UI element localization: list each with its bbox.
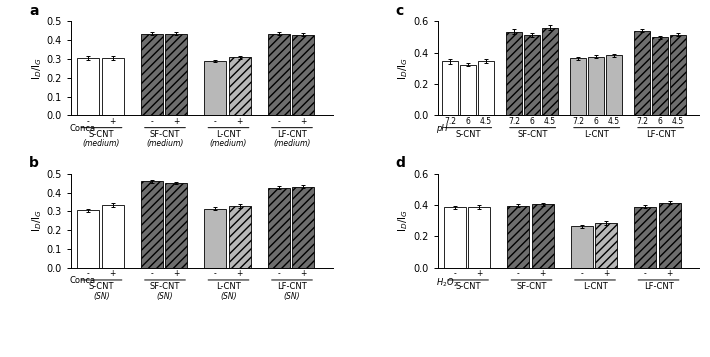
Text: LF-CNT: LF-CNT [646, 130, 676, 139]
Bar [292, 187, 314, 268]
Text: L-CNT: L-CNT [583, 282, 608, 291]
Text: L-CNT: L-CNT [216, 130, 241, 139]
Text: pH: pH [437, 124, 448, 133]
Y-axis label: I$_D$/I$_G$: I$_D$/I$_G$ [30, 209, 44, 232]
Bar [606, 55, 622, 115]
Text: SF-CNT: SF-CNT [150, 282, 180, 291]
Y-axis label: I$_D$/I$_G$: I$_D$/I$_G$ [397, 209, 410, 232]
Text: SF-CNT: SF-CNT [516, 282, 547, 291]
Bar [165, 34, 187, 115]
Text: Conca: Conca [70, 276, 96, 285]
Text: (medium): (medium) [273, 140, 311, 149]
Text: H$_2$O$_2$: H$_2$O$_2$ [436, 276, 458, 289]
Text: (medium): (medium) [83, 140, 120, 149]
Text: (SN): (SN) [284, 292, 300, 301]
Text: a: a [29, 4, 38, 17]
Text: SF-CNT: SF-CNT [150, 130, 180, 139]
Bar [77, 210, 99, 268]
Bar [570, 58, 586, 115]
Bar [571, 226, 593, 268]
Bar [204, 208, 226, 268]
Bar [292, 35, 314, 115]
Text: S-CNT: S-CNT [89, 282, 114, 291]
Bar [442, 61, 458, 115]
Text: (SN): (SN) [220, 292, 237, 301]
Bar [478, 61, 493, 115]
Bar [542, 28, 557, 115]
Bar [102, 58, 124, 115]
Bar [204, 61, 226, 115]
Text: (medium): (medium) [210, 140, 247, 149]
Bar [588, 57, 604, 115]
Bar [102, 205, 124, 268]
Bar [506, 32, 522, 115]
Bar [165, 183, 187, 268]
Bar [468, 207, 490, 268]
Text: (SN): (SN) [93, 292, 110, 301]
Text: b: b [29, 156, 39, 170]
Bar [444, 207, 466, 268]
Bar [141, 181, 163, 268]
Text: LF-CNT: LF-CNT [644, 282, 673, 291]
Text: (SN): (SN) [157, 292, 173, 301]
Bar [77, 58, 99, 115]
Bar [670, 35, 686, 115]
Bar [141, 34, 163, 115]
Bar [268, 188, 290, 268]
Text: S-CNT: S-CNT [455, 282, 481, 291]
Bar [659, 203, 681, 268]
Text: LF-CNT: LF-CNT [277, 282, 307, 291]
Bar [595, 223, 617, 268]
Text: d: d [395, 156, 405, 170]
Bar [460, 65, 476, 115]
Bar [507, 206, 529, 268]
Bar [634, 207, 656, 268]
Text: S-CNT: S-CNT [89, 130, 114, 139]
Bar [524, 35, 540, 115]
Text: L-CNT: L-CNT [584, 130, 609, 139]
Text: LF-CNT: LF-CNT [277, 130, 307, 139]
Bar [268, 34, 290, 115]
Text: Conca: Conca [70, 124, 96, 133]
Y-axis label: I$_D$/I$_G$: I$_D$/I$_G$ [30, 57, 44, 80]
Bar [229, 57, 251, 115]
Text: L-CNT: L-CNT [216, 282, 241, 291]
Text: c: c [395, 4, 404, 17]
Bar [532, 204, 554, 268]
Text: (medium): (medium) [146, 140, 184, 149]
Text: SF-CNT: SF-CNT [518, 130, 548, 139]
Bar [229, 206, 251, 268]
Bar [634, 31, 650, 115]
Y-axis label: I$_D$/I$_G$: I$_D$/I$_G$ [397, 57, 410, 80]
Bar [652, 37, 668, 115]
Text: S-CNT: S-CNT [456, 130, 481, 139]
